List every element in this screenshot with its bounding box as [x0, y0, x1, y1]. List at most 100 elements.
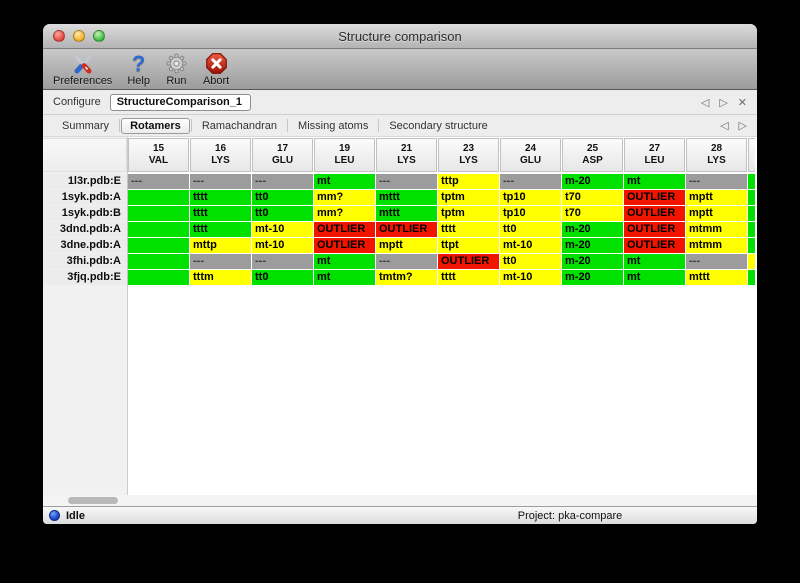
- rotamer-cell[interactable]: mttt: [686, 270, 747, 285]
- rotamer-cell[interactable]: tptm: [438, 190, 499, 205]
- rotamer-cell[interactable]: tttm: [190, 270, 251, 285]
- rotamer-cell[interactable]: tt0: [500, 254, 561, 269]
- tab-secondary-structure[interactable]: Secondary structure: [389, 119, 488, 132]
- row-label[interactable]: 3dnd.pdb:A: [43, 222, 128, 237]
- rotamer-cell[interactable]: ---: [252, 254, 313, 269]
- abort-button[interactable]: Abort: [203, 52, 229, 87]
- rotamer-cell[interactable]: OUTLIER: [314, 222, 375, 237]
- rotamer-cell[interactable]: ---: [500, 174, 561, 189]
- rotamer-cell[interactable]: ---: [190, 254, 251, 269]
- prev-configuration-button[interactable]: ◁: [700, 96, 710, 109]
- rotamer-cell[interactable]: mm?: [314, 190, 375, 205]
- rotamer-cell[interactable]: [128, 238, 189, 253]
- next-configuration-button[interactable]: ▷: [719, 96, 728, 109]
- rotamer-cell[interactable]: mt: [314, 254, 375, 269]
- column-header[interactable]: 28 LYS: [686, 138, 747, 172]
- rotamer-cell[interactable]: mttt: [376, 190, 437, 205]
- rotamer-cell[interactable]: tttt: [190, 222, 251, 237]
- column-header[interactable]: 16 LYS: [190, 138, 251, 172]
- preferences-button[interactable]: Preferences: [53, 52, 112, 87]
- rotamer-cell[interactable]: [128, 254, 189, 269]
- rotamer-cell[interactable]: ---: [686, 174, 747, 189]
- rotamer-cell[interactable]: mm?: [314, 206, 375, 221]
- rotamer-cell[interactable]: m-20: [562, 270, 623, 285]
- rotamer-cell[interactable]: tttt: [438, 222, 499, 237]
- minimize-button[interactable]: [73, 30, 85, 42]
- rotamer-cell[interactable]: OUTLIER: [624, 238, 685, 253]
- rotamer-cell[interactable]: t70: [562, 190, 623, 205]
- rotamer-cell[interactable]: mptt: [686, 206, 747, 221]
- close-button[interactable]: [53, 30, 65, 42]
- rotamer-cell[interactable]: mt: [624, 254, 685, 269]
- rotamer-cell[interactable]: ---: [376, 254, 437, 269]
- column-header[interactable]: 19 LEU: [314, 138, 375, 172]
- rotamer-cell[interactable]: mt: [624, 270, 685, 285]
- tab-missing-atoms[interactable]: Missing atoms: [298, 119, 369, 132]
- column-header[interactable]: 15 VAL: [128, 138, 189, 172]
- rotamer-cell[interactable]: tp10: [500, 206, 561, 221]
- row-label[interactable]: 1syk.pdb:A: [43, 190, 128, 205]
- rotamer-cell[interactable]: OUTLIER: [624, 190, 685, 205]
- rotamer-cell[interactable]: [128, 190, 189, 205]
- rotamer-cell[interactable]: tttt: [190, 206, 251, 221]
- rotamer-cell[interactable]: mt-10: [500, 238, 561, 253]
- rotamer-cell[interactable]: m-20: [562, 254, 623, 269]
- configure-name-field[interactable]: StructureComparison_1: [109, 93, 252, 111]
- rotamer-cell[interactable]: ---: [252, 174, 313, 189]
- rotamer-cell[interactable]: tttt: [190, 190, 251, 205]
- scrollbar-thumb[interactable]: [68, 497, 118, 504]
- rotamer-cell[interactable]: ttpt: [438, 238, 499, 253]
- rotamer-cell[interactable]: mt: [314, 174, 375, 189]
- zoom-button[interactable]: [93, 30, 105, 42]
- rotamer-cell[interactable]: [128, 270, 189, 285]
- title-bar[interactable]: Structure comparison: [43, 24, 757, 49]
- rotamer-cell[interactable]: tt0: [252, 190, 313, 205]
- rotamer-cell[interactable]: mtmm: [686, 238, 747, 253]
- rotamer-cell[interactable]: ---: [128, 174, 189, 189]
- row-label[interactable]: 1l3r.pdb:E: [43, 174, 128, 189]
- row-label[interactable]: 3dne.pdb:A: [43, 238, 128, 253]
- rotamer-cell[interactable]: mt: [624, 174, 685, 189]
- rotamer-cell[interactable]: OUTLIER: [376, 222, 437, 237]
- rotamer-cell[interactable]: mptt: [376, 238, 437, 253]
- rotamer-cell[interactable]: tp10: [500, 190, 561, 205]
- rotamer-cell[interactable]: mtmm: [686, 222, 747, 237]
- rotamer-cell[interactable]: tt0: [252, 206, 313, 221]
- column-header[interactable]: 21 LYS: [376, 138, 437, 172]
- column-header[interactable]: 27 LEU: [624, 138, 685, 172]
- column-header[interactable]: 17 GLU: [252, 138, 313, 172]
- rotamer-cell[interactable]: mt: [314, 270, 375, 285]
- rotamer-cell[interactable]: mptt: [686, 190, 747, 205]
- rotamer-cell[interactable]: tmtm?: [376, 270, 437, 285]
- rotamer-cell[interactable]: t70: [562, 206, 623, 221]
- close-configuration-button[interactable]: ✕: [737, 96, 747, 109]
- rotamer-cell[interactable]: mt-10: [500, 270, 561, 285]
- rotamer-cell[interactable]: mt-10: [252, 222, 313, 237]
- rotamer-cell[interactable]: mttp: [190, 238, 251, 253]
- rotamer-cell[interactable]: mttt: [376, 206, 437, 221]
- horizontal-scrollbar[interactable]: [43, 495, 757, 506]
- rotamer-cell[interactable]: tt0: [252, 270, 313, 285]
- rotamer-cell[interactable]: OUTLIER: [314, 238, 375, 253]
- rotamer-cell[interactable]: tttp: [438, 174, 499, 189]
- prev-tab-button[interactable]: ◁: [720, 120, 729, 132]
- rotamer-cell[interactable]: OUTLIER: [438, 254, 499, 269]
- tab-ramachandran[interactable]: Ramachandran: [201, 119, 278, 132]
- rotamer-cell[interactable]: mt-10: [252, 238, 313, 253]
- rotamer-cell[interactable]: ---: [376, 174, 437, 189]
- rotamer-cell[interactable]: m-20: [562, 222, 623, 237]
- run-button[interactable]: Run: [165, 52, 188, 87]
- column-header[interactable]: 23 LYS: [438, 138, 499, 172]
- row-label[interactable]: 1syk.pdb:B: [43, 206, 128, 221]
- tab-rotamers[interactable]: Rotamers: [121, 117, 190, 134]
- row-label[interactable]: 3fhi.pdb:A: [43, 254, 128, 269]
- column-header[interactable]: 25 ASP: [562, 138, 623, 172]
- next-tab-button[interactable]: ▷: [738, 120, 747, 132]
- row-label[interactable]: 3fjq.pdb:E: [43, 270, 128, 285]
- help-button[interactable]: ? Help: [127, 52, 150, 87]
- rotamer-cell[interactable]: OUTLIER: [624, 222, 685, 237]
- rotamer-cell[interactable]: [128, 222, 189, 237]
- rotamer-cell[interactable]: OUTLIER: [624, 206, 685, 221]
- rotamer-cell[interactable]: ---: [190, 174, 251, 189]
- column-header[interactable]: 24 GLU: [500, 138, 561, 172]
